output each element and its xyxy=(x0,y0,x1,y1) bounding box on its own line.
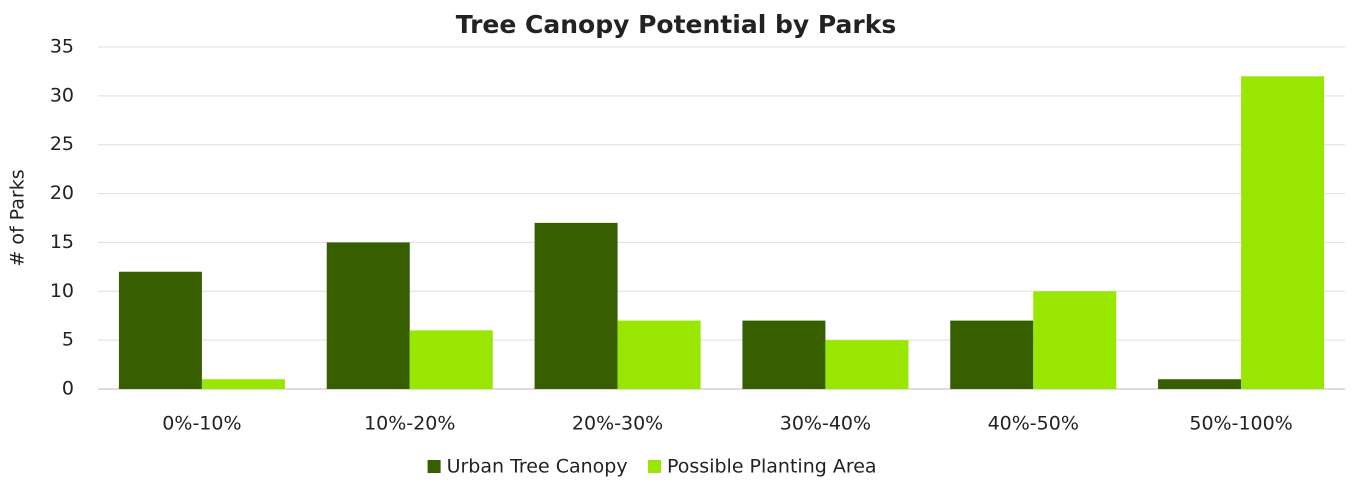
y-tick-label: 20 xyxy=(50,182,74,204)
legend-swatch xyxy=(427,460,441,473)
bar xyxy=(118,271,202,389)
x-tick-label: 0%-10% xyxy=(162,413,241,435)
bar xyxy=(201,379,285,389)
bar xyxy=(825,340,909,389)
bar xyxy=(326,242,410,389)
x-tick-label: 30%-40% xyxy=(780,413,871,435)
bar xyxy=(1158,379,1242,389)
x-tick-label: 50%-100% xyxy=(1189,413,1292,435)
y-tick-label: 10 xyxy=(50,280,74,302)
bar xyxy=(409,330,493,389)
y-axis-label: # of Parks xyxy=(7,169,29,266)
bar xyxy=(1033,291,1117,389)
y-tick-label: 5 xyxy=(62,329,74,351)
legend-label: Urban Tree Canopy xyxy=(447,456,628,478)
bar xyxy=(534,222,618,389)
bar xyxy=(950,320,1034,389)
legend-swatch xyxy=(648,460,661,473)
legend-label: Possible Planting Area xyxy=(667,456,877,478)
y-tick-label: 15 xyxy=(50,231,74,253)
y-tick-label: 30 xyxy=(50,84,74,106)
y-tick-label: 0 xyxy=(62,378,74,400)
x-tick-label: 10%-20% xyxy=(364,413,455,435)
bar xyxy=(1241,76,1325,390)
bar xyxy=(742,320,826,389)
y-tick-label: 35 xyxy=(50,36,74,58)
chart-title: Tree Canopy Potential by Parks xyxy=(456,10,896,39)
x-tick-label: 40%-50% xyxy=(988,413,1079,435)
bar xyxy=(617,320,701,389)
x-tick-label: 20%-30% xyxy=(572,413,663,435)
y-tick-label: 25 xyxy=(50,133,74,155)
